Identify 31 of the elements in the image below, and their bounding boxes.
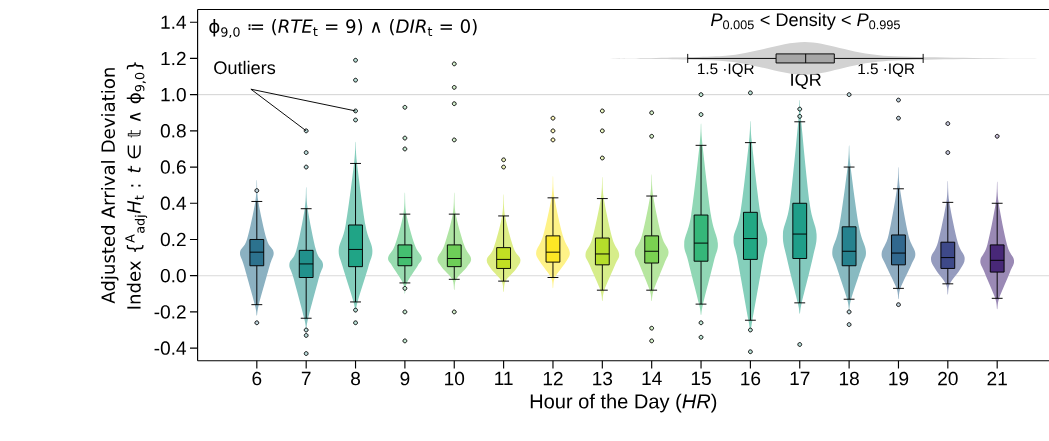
x-tick-label: 20 <box>938 371 958 386</box>
y-tick-label: 0.4 <box>160 196 187 211</box>
annotation: Outliers <box>214 60 276 75</box>
x-tick-label: 12 <box>543 371 563 386</box>
y-tick-label: 0.2 <box>160 232 186 247</box>
y-tick-label: 0.8 <box>160 124 186 138</box>
x-tick-label: 14 <box>642 371 662 385</box>
annotation: P$_{0.005}$ < Density < P$_{0.995}$ <box>710 12 900 30</box>
x-tick-label: 6 <box>252 371 262 386</box>
x-tick-label: 11 <box>495 371 513 385</box>
x-tick-label: 16 <box>741 371 761 386</box>
x-tick-label: 21 <box>987 371 1007 386</box>
y-tick-label: 1.0 <box>161 87 186 102</box>
y-tick-label: -0.4 <box>154 341 187 355</box>
y-tick-label: 1.2 <box>161 51 186 66</box>
annotation: 1.5 ·IQR <box>858 63 915 77</box>
x-tick-label: 10 <box>445 371 465 386</box>
x-tick-label: 19 <box>889 371 909 386</box>
x-tick-label: 17 <box>790 371 810 385</box>
y-tick-label: 0.0 <box>160 268 186 283</box>
x-tick-label: 15 <box>691 371 711 386</box>
x-tick-label: 8 <box>351 371 361 386</box>
x-tick-label: 18 <box>839 371 859 386</box>
x-tick-label: 9 <box>400 371 410 386</box>
x-tick-label: 13 <box>593 371 613 386</box>
y-tick-label: 0.6 <box>160 160 186 174</box>
text: ϕ$_{9,0}$ ≔ (RTE$_{t}$ = 9) ∧ (DIR$_{t}$ = 0) <box>209 19 477 39</box>
y-tick-label: -0.2 <box>154 305 186 319</box>
x-tick-label: 7 <box>301 371 311 385</box>
y-tick-label: 1.4 <box>161 15 187 29</box>
x-axis-title: Hour of the Day (HR) <box>530 393 717 413</box>
